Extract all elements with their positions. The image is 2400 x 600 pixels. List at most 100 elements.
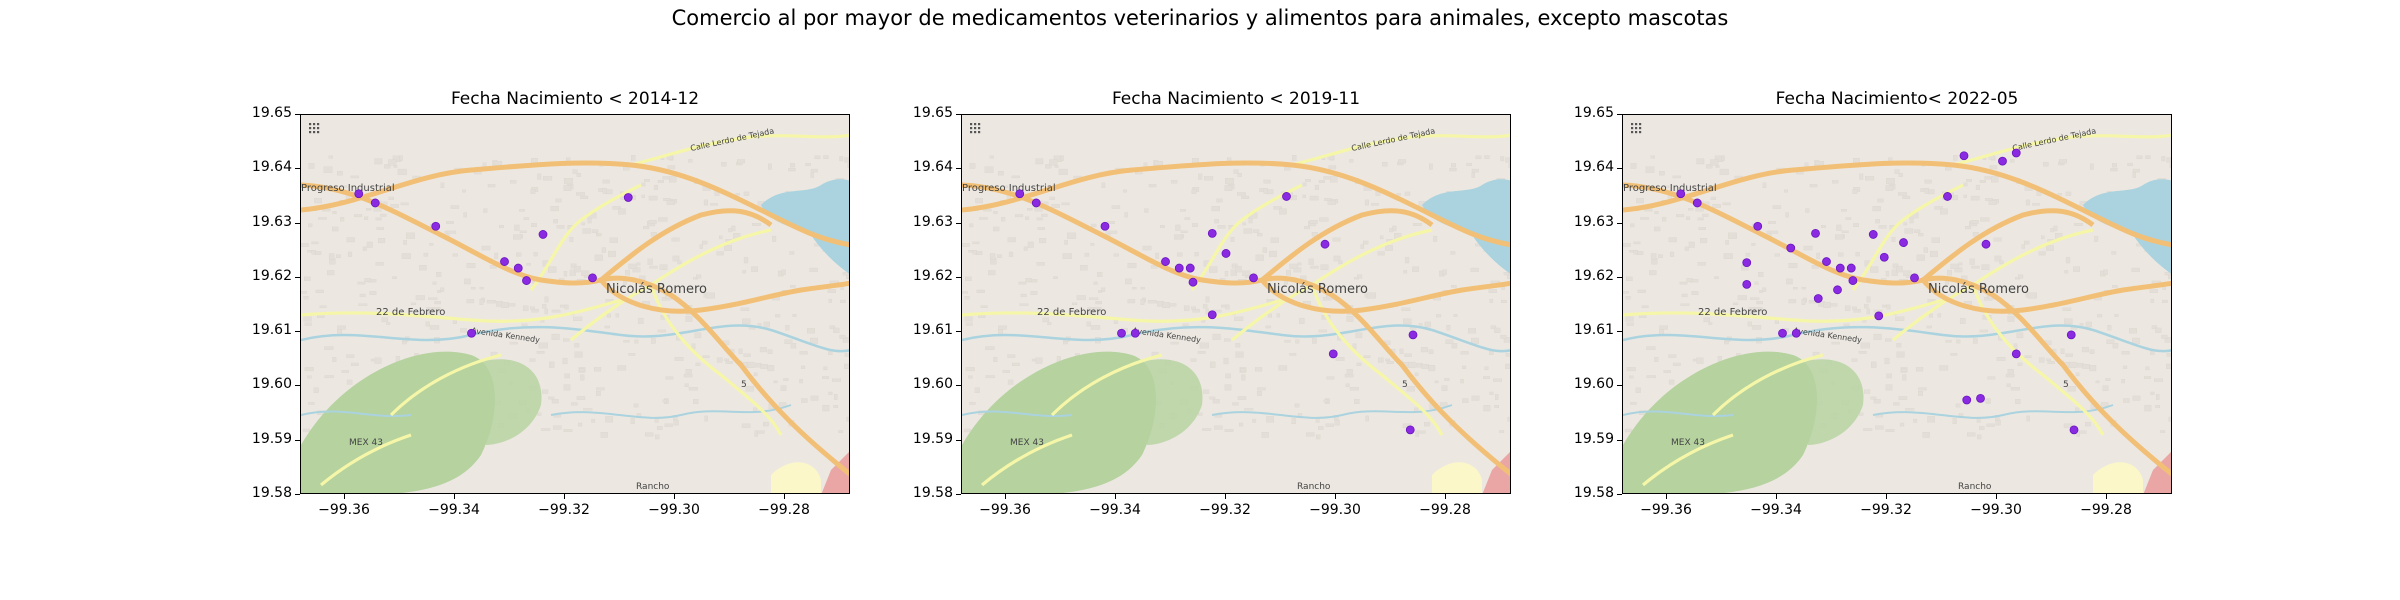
business-point[interactable] [1320, 239, 1330, 249]
x-tick-label: −99.32 [538, 502, 590, 518]
business-point[interactable] [2069, 425, 2079, 435]
business-point[interactable] [1962, 395, 1972, 405]
business-point[interactable] [431, 221, 441, 231]
x-tick-label: −99.28 [2080, 502, 2132, 518]
business-point[interactable] [500, 257, 509, 266]
industrial-area [1482, 452, 1510, 493]
y-tick-label: 19.63 [1573, 213, 1614, 230]
business-point[interactable] [1976, 393, 1985, 403]
business-point[interactable] [2011, 349, 2021, 359]
business-point[interactable] [1328, 349, 1338, 359]
y-tick-label: 19.65 [1573, 105, 1614, 121]
grid-icon[interactable] [309, 123, 320, 134]
business-point[interactable] [1130, 328, 1140, 338]
x-tick-mark [1886, 494, 1887, 499]
business-point[interactable] [1833, 285, 1842, 295]
river [301, 324, 849, 353]
business-point[interactable] [1031, 198, 1041, 208]
business-point[interactable] [513, 263, 523, 273]
business-point[interactable] [1282, 192, 1291, 201]
business-point[interactable] [1753, 221, 1763, 231]
map-panel[interactable]: Progreso Industrial Nicolás Romero 22 de F… [961, 114, 1511, 494]
map-label-route5: 5 [1402, 380, 1408, 390]
map-panel[interactable]: Progreso Industrial Nicolás Romero 22 de F… [1622, 114, 2172, 494]
business-point[interactable] [1868, 230, 1878, 239]
x-tick-label: −99.36 [318, 502, 370, 518]
business-point[interactable] [1791, 328, 1801, 338]
business-point[interactable] [1811, 228, 1820, 238]
major-road [962, 160, 1510, 248]
business-point[interactable] [1676, 189, 1686, 199]
business-point[interactable] [1813, 294, 1823, 303]
business-point[interactable] [1874, 311, 1884, 321]
business-point[interactable] [1981, 239, 1991, 249]
business-point[interactable] [1100, 221, 1110, 231]
reservoir [1422, 179, 1510, 274]
y-tick-mark [1617, 439, 1622, 441]
grid-icon[interactable] [970, 123, 981, 134]
park-area [962, 351, 1156, 493]
business-point[interactable] [1899, 238, 1908, 247]
map-svg: Progreso Industrial Nicolás Romero 22 de F… [1623, 115, 2171, 493]
secondary-road [962, 298, 1283, 323]
business-point[interactable] [1174, 263, 1184, 273]
secondary-road [1711, 353, 1824, 417]
business-point[interactable] [1786, 243, 1796, 253]
y-tick-mark [295, 276, 300, 278]
business-point[interactable] [1742, 279, 1752, 289]
business-point[interactable] [1405, 425, 1415, 435]
business-point[interactable] [588, 273, 597, 283]
business-point[interactable] [1742, 258, 1752, 268]
stream [1211, 404, 1453, 419]
x-tick-label: −99.30 [1970, 502, 2022, 518]
y-tick-mark [1617, 331, 1622, 333]
business-point[interactable] [1188, 277, 1198, 287]
y-tick-mark [956, 439, 961, 441]
business-point[interactable] [1185, 263, 1195, 273]
business-point[interactable] [1221, 249, 1231, 258]
business-point[interactable] [1822, 257, 1831, 266]
business-point[interactable] [1848, 276, 1858, 285]
secondary-road [1623, 298, 1944, 323]
business-point[interactable] [1692, 198, 1702, 208]
x-tick-label: −99.32 [1199, 502, 1251, 518]
business-point[interactable] [538, 230, 548, 239]
business-point[interactable] [2066, 330, 2076, 340]
major-road [1260, 278, 1510, 314]
business-point[interactable] [1249, 273, 1258, 283]
business-point[interactable] [467, 328, 476, 338]
business-point[interactable] [1778, 328, 1787, 338]
business-point[interactable] [354, 189, 364, 199]
major-road [1260, 208, 1434, 282]
y-tick-mark [1617, 385, 1622, 387]
business-point[interactable] [1161, 257, 1170, 266]
business-point[interactable] [1835, 263, 1845, 273]
y-tick-label: 19.59 [251, 430, 292, 447]
x-tick-mark [454, 494, 455, 499]
business-point[interactable] [1910, 273, 1919, 283]
business-point[interactable] [1879, 252, 1889, 262]
y-tick-label: 19.63 [912, 213, 953, 230]
map-svg: Progreso Industrial Nicolás Romero 22 de F… [962, 115, 1510, 493]
y-tick-mark [295, 385, 300, 387]
business-point[interactable] [1015, 189, 1025, 199]
business-point[interactable] [623, 193, 633, 202]
business-point[interactable] [1207, 310, 1217, 320]
points-layer [354, 189, 633, 338]
business-point[interactable] [1846, 263, 1856, 273]
y-tick-mark [295, 439, 300, 441]
grid-icon[interactable] [1631, 123, 1642, 134]
business-point[interactable] [2011, 148, 2021, 158]
business-point[interactable] [1207, 228, 1217, 238]
business-point[interactable] [1117, 328, 1126, 338]
business-point[interactable] [1408, 330, 1418, 340]
map-panel[interactable]: Progreso Industrial Nicolás Romero 22 de F… [300, 114, 850, 494]
business-point[interactable] [370, 198, 380, 208]
y-tick-mark [1617, 114, 1622, 115]
y-tick-label: 19.59 [912, 430, 953, 447]
x-tick-label: −99.34 [1089, 502, 1141, 518]
business-point[interactable] [1998, 156, 2007, 166]
business-point[interactable] [522, 276, 531, 285]
business-point[interactable] [1959, 151, 1969, 161]
business-point[interactable] [1943, 192, 1952, 201]
